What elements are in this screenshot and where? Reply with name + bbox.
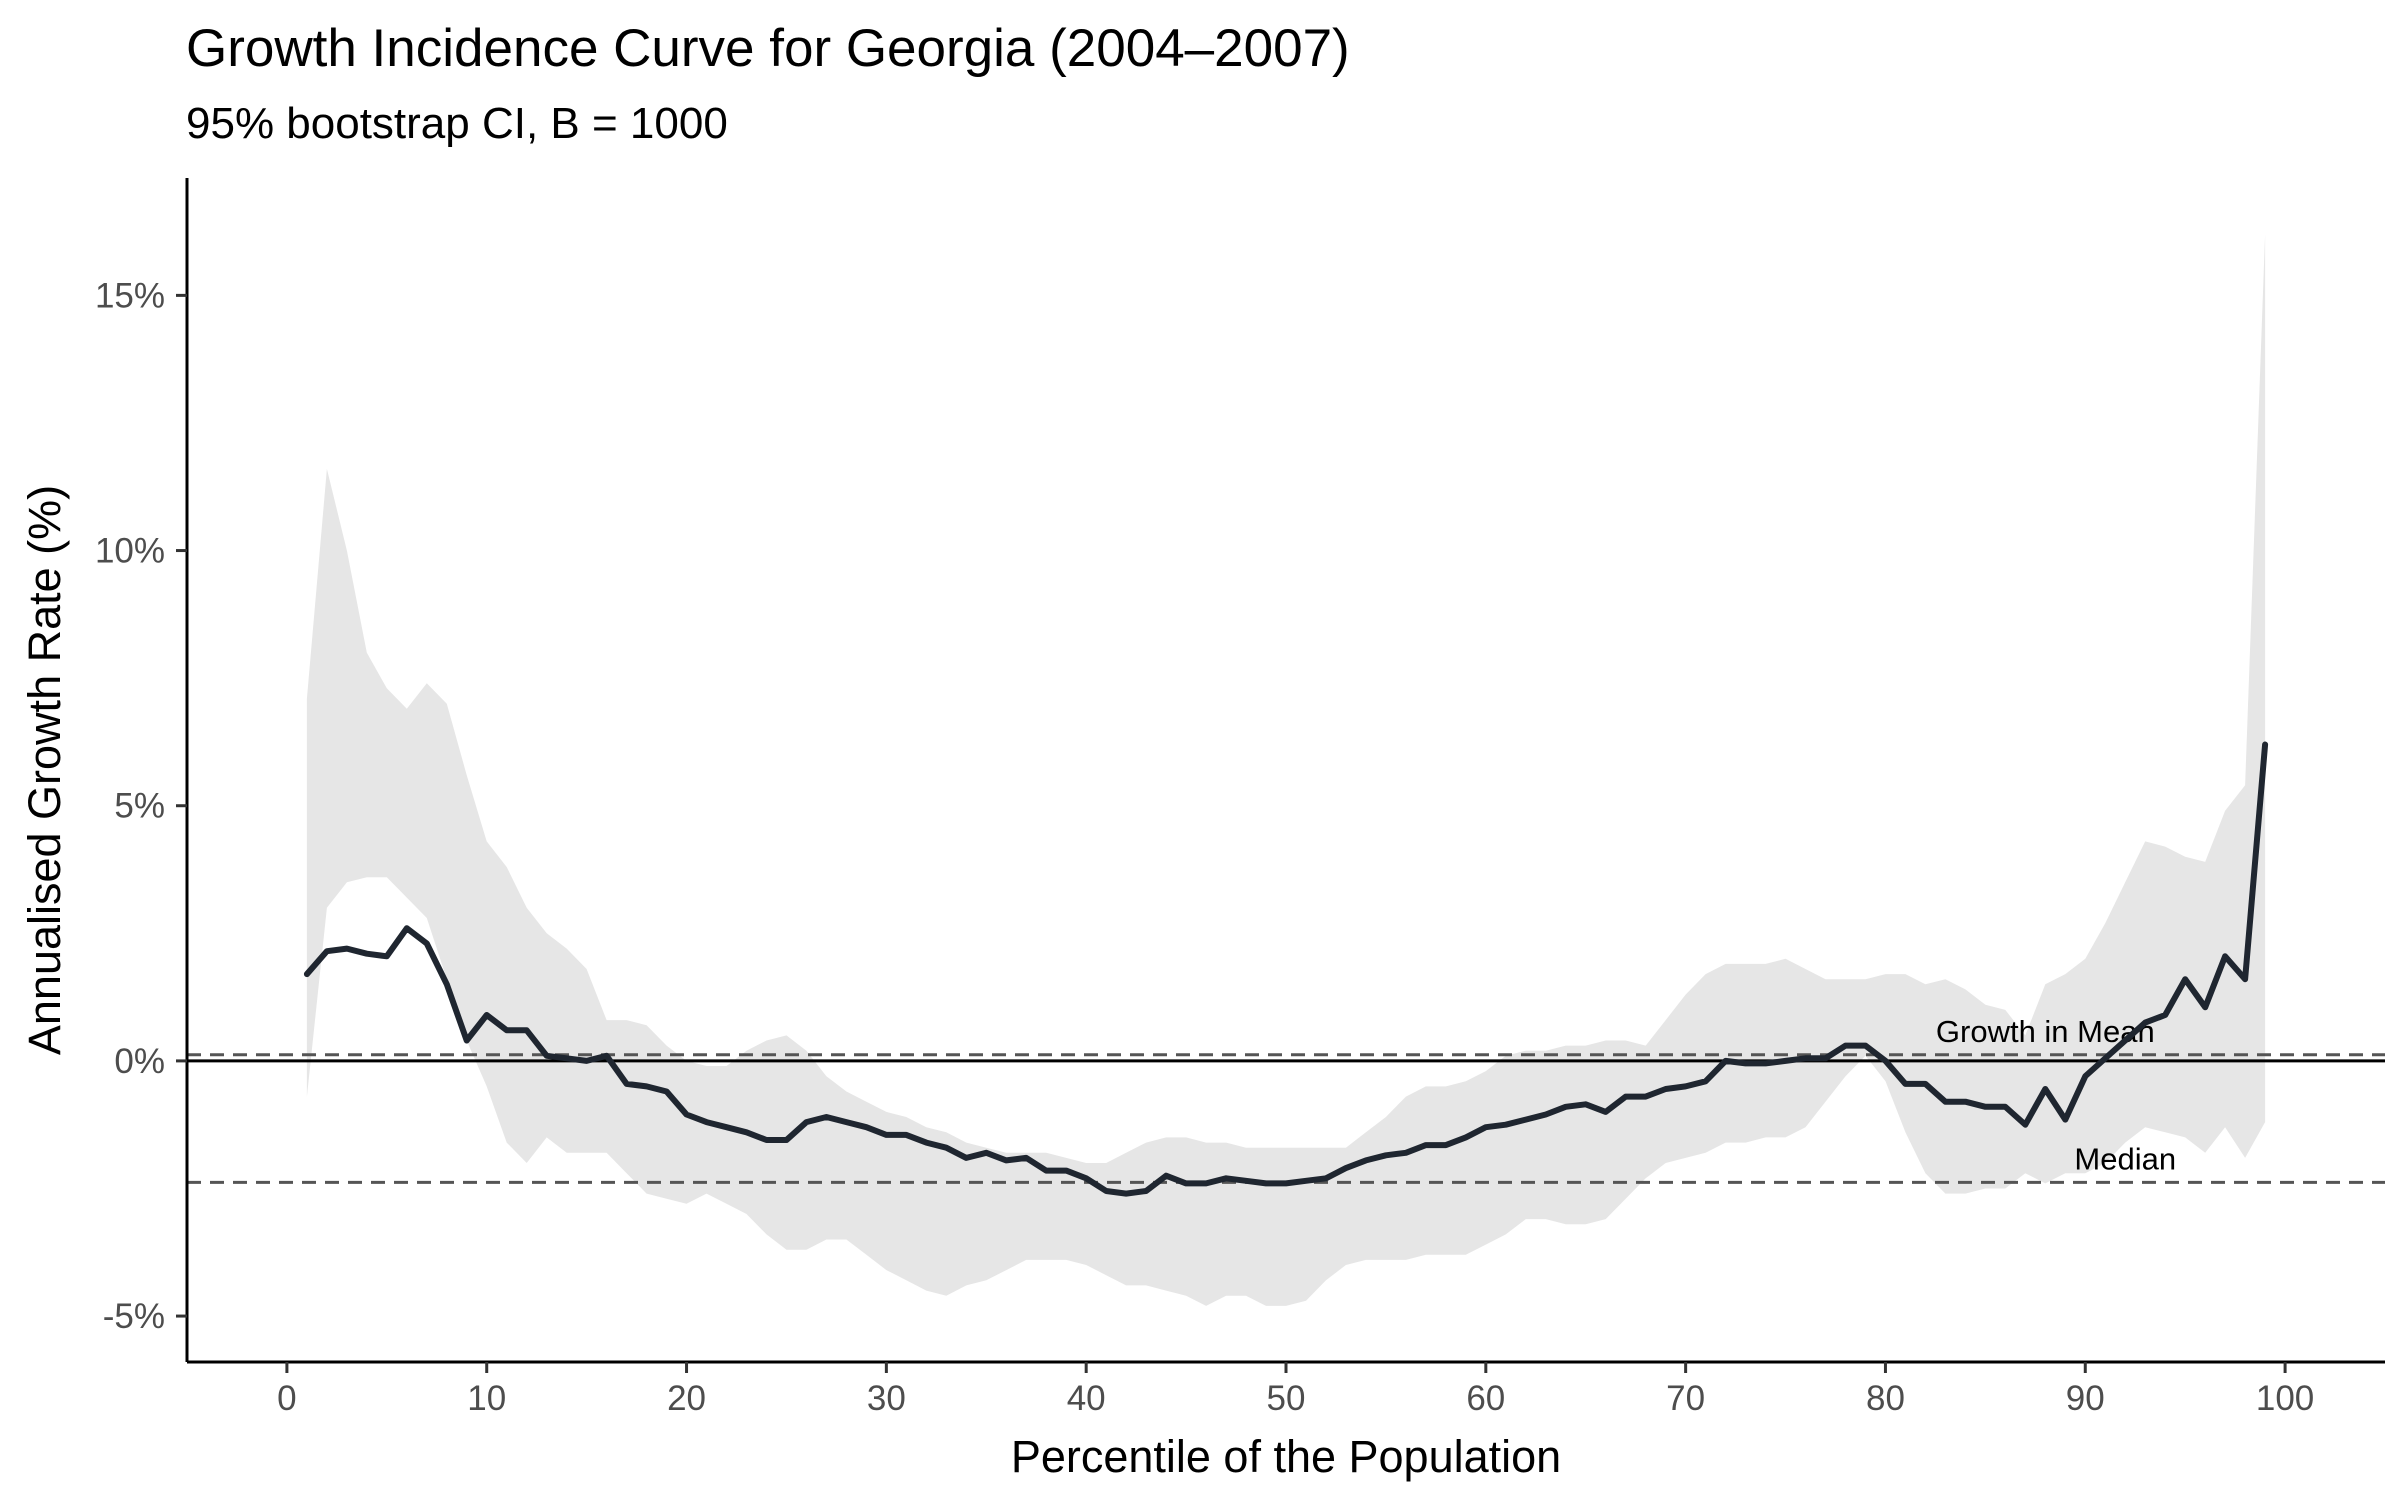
growth-curve-line [303, 741, 2269, 1197]
y-tick-label: -5% [103, 1297, 165, 1336]
x-axis-title: Percentile of the Population [1011, 1431, 1561, 1482]
y-tick-label: 5% [114, 787, 165, 826]
x-tick-label: 100 [2256, 1379, 2314, 1418]
x-tick-label: 10 [467, 1379, 506, 1418]
x-tick-label: 20 [667, 1379, 706, 1418]
x-tick-label: 40 [1067, 1379, 1106, 1418]
confidence-band [306, 234, 2266, 1306]
x-tick-label: 90 [2066, 1379, 2105, 1418]
x-tick-label: 60 [1466, 1379, 1505, 1418]
chart-subtitle: 95% bootstrap CI, B = 1000 [186, 99, 728, 148]
y-tick-label: 0% [114, 1042, 165, 1081]
x-tick-label: 80 [1866, 1379, 1905, 1418]
x-tick-label: 30 [867, 1379, 906, 1418]
x-tick-label: 50 [1267, 1379, 1306, 1418]
y-tick-label: 10% [95, 532, 165, 571]
x-tick-label: 70 [1666, 1379, 1705, 1418]
x-tick-label: 0 [277, 1379, 296, 1418]
chart-title: Growth Incidence Curve for Georgia (2004… [186, 19, 1350, 78]
median-label: Median [2074, 1141, 2176, 1176]
y-axis-title: Annualised Growth Rate (%) [19, 485, 70, 1055]
y-tick-label: 15% [95, 276, 165, 315]
